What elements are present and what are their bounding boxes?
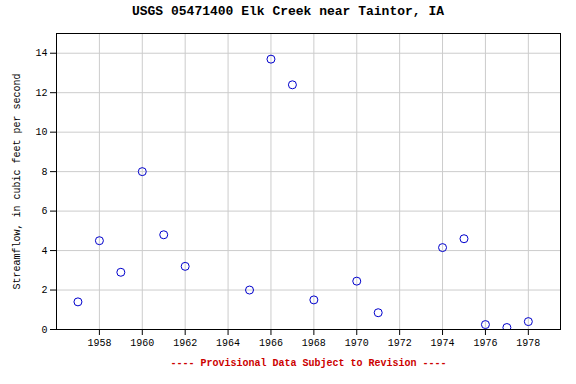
svg-text:1976: 1976 (473, 338, 497, 349)
svg-text:1958: 1958 (87, 338, 111, 349)
svg-text:4: 4 (41, 246, 47, 257)
svg-text:1964: 1964 (216, 338, 240, 349)
svg-text:Streamflow, in cubic feet per: Streamflow, in cubic feet per second (12, 73, 23, 289)
svg-text:1978: 1978 (516, 338, 540, 349)
svg-text:6: 6 (41, 206, 47, 217)
svg-text:1974: 1974 (431, 338, 455, 349)
svg-text:10: 10 (35, 127, 47, 138)
svg-text:2: 2 (41, 285, 47, 296)
svg-text:1968: 1968 (302, 338, 326, 349)
html-text:USGS 05471400 Elk Creek near T: USGS 05471400 Elk Creek near Taintor, IA (132, 4, 444, 19)
svg-text:0: 0 (41, 325, 47, 336)
svg-text:1970: 1970 (345, 338, 369, 349)
svg-text:8: 8 (41, 167, 47, 178)
svg-text:12: 12 (35, 88, 47, 99)
svg-text:---- Provisional Data Subject: ---- Provisional Data Subject to Revisio… (170, 358, 446, 369)
svg-text:1966: 1966 (259, 338, 283, 349)
svg-text:1972: 1972 (388, 338, 412, 349)
svg-text:1962: 1962 (173, 338, 197, 349)
svg-text:14: 14 (35, 48, 47, 59)
svg-text:1960: 1960 (130, 338, 154, 349)
